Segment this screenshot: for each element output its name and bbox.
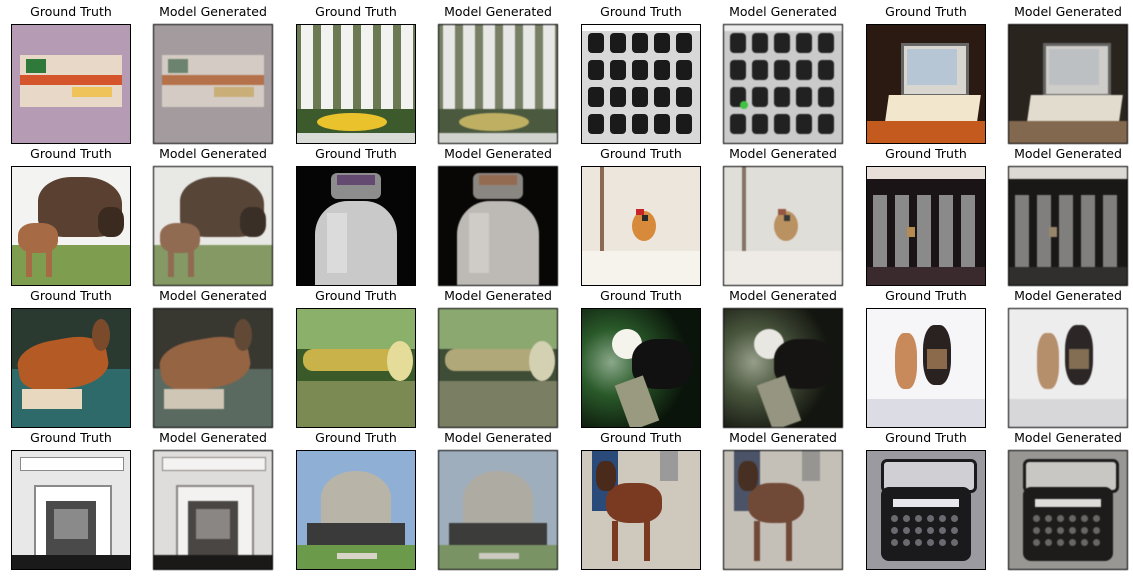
image-caption: Model Generated	[1014, 4, 1122, 19]
image-caption: Model Generated	[159, 146, 267, 161]
subway-turnstiles-image	[1008, 166, 1128, 286]
image-caption: Model Generated	[444, 430, 552, 445]
image-caption: Ground Truth	[600, 146, 682, 161]
colorful-tin-box-image	[11, 24, 131, 144]
grid-cell: Model Generated	[153, 145, 273, 286]
brown-dog-image	[581, 450, 701, 570]
image-caption: Model Generated	[729, 146, 837, 161]
image-caption: Ground Truth	[315, 430, 397, 445]
grid-cell: Model Generated	[153, 3, 273, 144]
image-caption: Ground Truth	[315, 4, 397, 19]
image-caption: Model Generated	[729, 4, 837, 19]
image-caption: Model Generated	[159, 4, 267, 19]
image-caption: Ground Truth	[600, 430, 682, 445]
colorful-tin-box-image	[153, 24, 273, 144]
image-caption: Ground Truth	[315, 146, 397, 161]
grid-cell: Model Generated	[723, 3, 843, 144]
grid-cell: Model Generated	[1008, 145, 1128, 286]
grid-cell: Ground Truth	[581, 3, 701, 144]
image-caption: Model Generated	[159, 430, 267, 445]
white-picket-fence-image	[296, 24, 416, 144]
image-caption: Model Generated	[444, 4, 552, 19]
bison-and-calf-image	[153, 166, 273, 286]
image-caption: Model Generated	[1014, 288, 1122, 303]
water-bottle-image	[296, 166, 416, 286]
grid-cell: Ground Truth	[581, 287, 701, 428]
image-caption: Ground Truth	[315, 288, 397, 303]
image-caption: Ground Truth	[600, 4, 682, 19]
laptop-on-desk-image	[866, 24, 986, 144]
grid-cell: Ground Truth	[296, 287, 416, 428]
image-caption: Ground Truth	[600, 288, 682, 303]
grid-cell: Ground Truth	[581, 145, 701, 286]
grid-cell: Ground Truth	[866, 429, 986, 570]
grid-cell: Ground Truth	[866, 287, 986, 428]
image-caption: Ground Truth	[30, 288, 112, 303]
grid-cell: Model Generated	[1008, 429, 1128, 570]
vintage-typewriter-image	[1008, 450, 1128, 570]
water-bottle-image	[438, 166, 558, 286]
grid-cell: Model Generated	[438, 3, 558, 144]
grid-cell: Model Generated	[438, 145, 558, 286]
grid-cell: Ground Truth	[581, 429, 701, 570]
brown-dog-image	[723, 450, 843, 570]
dome-building-image	[438, 450, 558, 570]
image-caption: Model Generated	[1014, 430, 1122, 445]
grid-cell: Model Generated	[1008, 287, 1128, 428]
image-caption: Model Generated	[444, 146, 552, 161]
image-caption: Model Generated	[1014, 146, 1122, 161]
bird-in-snow-image	[581, 166, 701, 286]
brass-instrument-image	[296, 308, 416, 428]
grid-cell: Model Generated	[723, 429, 843, 570]
bison-and-calf-image	[11, 166, 131, 286]
grid-cell: Ground Truth	[11, 3, 131, 144]
brass-instrument-image	[438, 308, 558, 428]
camera-gear-grid-image	[723, 24, 843, 144]
image-caption: Ground Truth	[885, 4, 967, 19]
image-caption: Ground Truth	[885, 146, 967, 161]
image-caption: Ground Truth	[885, 430, 967, 445]
image-caption: Model Generated	[159, 288, 267, 303]
grid-cell: Model Generated	[1008, 3, 1128, 144]
grid-cell: Model Generated	[723, 145, 843, 286]
grid-cell: Ground Truth	[296, 3, 416, 144]
grid-cell: Ground Truth	[296, 429, 416, 570]
grid-cell: Model Generated	[153, 287, 273, 428]
image-caption: Ground Truth	[30, 430, 112, 445]
fireplace-bw-image	[11, 450, 131, 570]
image-caption: Ground Truth	[30, 146, 112, 161]
vintage-typewriter-image	[866, 450, 986, 570]
white-faced-monkey-image	[581, 308, 701, 428]
grid-cell: Model Generated	[438, 287, 558, 428]
image-caption: Model Generated	[444, 288, 552, 303]
image-caption: Ground Truth	[885, 288, 967, 303]
laptop-on-desk-image	[1008, 24, 1128, 144]
subway-turnstiles-image	[866, 166, 986, 286]
dogs-in-snow-image	[1008, 308, 1128, 428]
grid-cell: Model Generated	[153, 429, 273, 570]
fireplace-bw-image	[153, 450, 273, 570]
camera-gear-grid-image	[581, 24, 701, 144]
dogs-in-snow-image	[866, 308, 986, 428]
dome-building-image	[296, 450, 416, 570]
deer-on-blanket-image	[11, 308, 131, 428]
deer-on-blanket-image	[153, 308, 273, 428]
grid-cell: Ground Truth	[866, 145, 986, 286]
grid-cell: Ground Truth	[11, 287, 131, 428]
image-caption: Model Generated	[729, 288, 837, 303]
grid-cell: Ground Truth	[11, 429, 131, 570]
grid-cell: Model Generated	[438, 429, 558, 570]
grid-cell: Ground Truth	[866, 3, 986, 144]
image-caption: Ground Truth	[30, 4, 112, 19]
grid-cell: Ground Truth	[296, 145, 416, 286]
white-picket-fence-image	[438, 24, 558, 144]
grid-cell: Model Generated	[723, 287, 843, 428]
image-caption: Model Generated	[729, 430, 837, 445]
grid-cell: Ground Truth	[11, 145, 131, 286]
white-faced-monkey-image	[723, 308, 843, 428]
bird-in-snow-image	[723, 166, 843, 286]
